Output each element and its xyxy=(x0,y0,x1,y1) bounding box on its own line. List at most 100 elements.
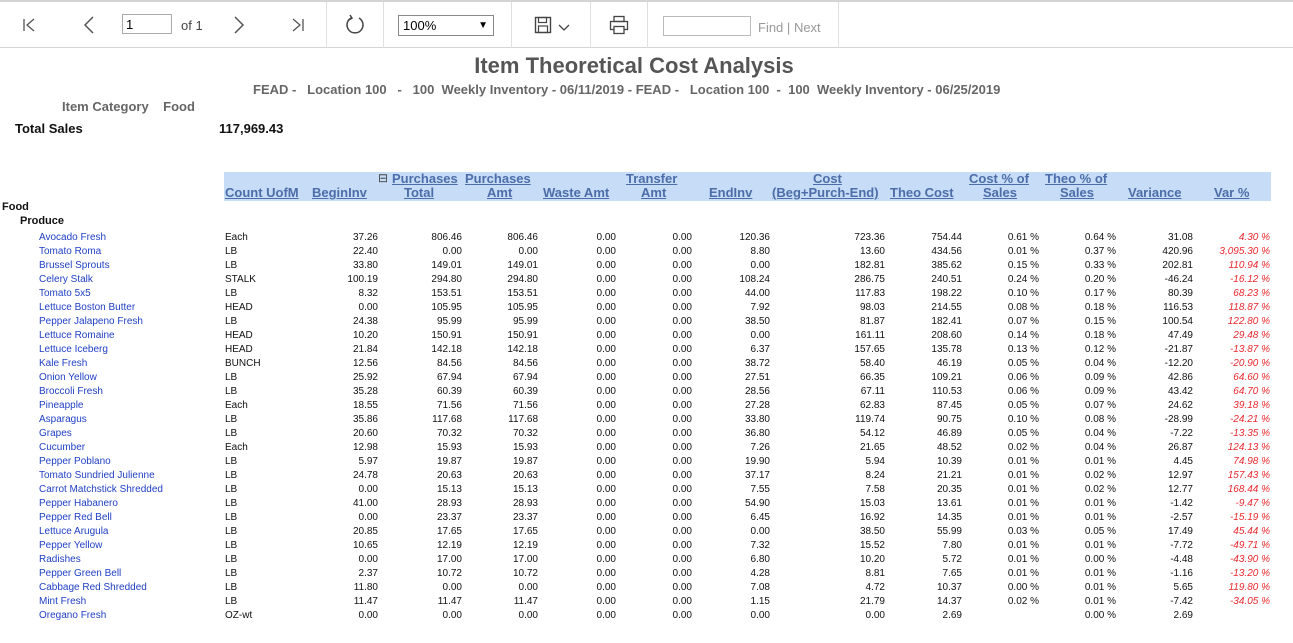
col-theo-cost[interactable]: Theo Cost xyxy=(890,185,954,200)
item-name-link[interactable]: Lettuce Iceberg xyxy=(39,344,108,355)
col-cost[interactable]: Cost xyxy=(813,171,842,186)
item-name-link[interactable]: Tomato Sundried Julienne xyxy=(39,470,155,481)
item-name-link[interactable]: Pepper Red Bell xyxy=(39,512,112,523)
cell-variance: -7.72 xyxy=(1170,540,1193,551)
collapse-toggle-icon[interactable]: ⊟ xyxy=(378,171,389,185)
col-theo-pct-sales[interactable]: Theo % of xyxy=(1045,171,1108,186)
find-link[interactable]: Find xyxy=(758,20,784,35)
cell-cost-pct: 0.24 % xyxy=(1007,274,1039,285)
cell-cost: 62.83 xyxy=(859,400,885,411)
cell-var-pct: 118.87 % xyxy=(1228,302,1270,313)
cell-cost-pct: 0.01 % xyxy=(1007,540,1039,551)
item-name-link[interactable]: Asparagus xyxy=(39,414,87,425)
col-transfer-amt-sub[interactable]: Amt xyxy=(641,185,667,200)
next-page-button[interactable] xyxy=(224,2,254,48)
item-name-link[interactable]: Pineapple xyxy=(39,400,84,411)
cell-end-inv: 6.80 xyxy=(750,554,770,565)
item-name-link[interactable]: Pepper Poblano xyxy=(39,456,111,467)
col-var-pct[interactable]: Var % xyxy=(1214,185,1250,200)
cell-cost: 119.74 xyxy=(855,414,885,425)
col-cost-pct-sales[interactable]: Cost % of xyxy=(969,171,1029,186)
item-name-link[interactable]: Grapes xyxy=(39,428,72,439)
cell-transfer-amt: 0.00 xyxy=(672,414,692,425)
prev-page-button[interactable] xyxy=(74,2,104,48)
cell-theo-pct: 0.01 % xyxy=(1084,512,1116,523)
table-row: Celery Stalk STALK 100.19 294.80 294.80 0.00 0… xyxy=(0,273,1293,287)
item-name-link[interactable]: Avocado Fresh xyxy=(39,232,107,243)
table-row: Brussel Sprouts LB 33.80 149.01 149.01 0.00 0.… xyxy=(0,259,1293,273)
item-name-link[interactable]: Cabbage Red Shredded xyxy=(39,582,147,593)
item-name-link[interactable]: Cucumber xyxy=(39,442,86,453)
next-link[interactable]: Next xyxy=(793,20,821,35)
cell-variance: 12.97 xyxy=(1167,470,1193,481)
col-purchases-amt-sub[interactable]: Amt xyxy=(487,185,513,200)
cell-var-pct: -20.90 % xyxy=(1229,358,1270,369)
item-name-link[interactable]: Celery Stalk xyxy=(39,274,93,285)
find-input[interactable] xyxy=(663,16,751,36)
item-name-link[interactable]: Mint Fresh xyxy=(39,596,87,607)
item-name-link[interactable]: Kale Fresh xyxy=(39,358,88,369)
cell-begin-inv: 20.60 xyxy=(352,428,378,439)
cell-purchases-total: 84.56 xyxy=(436,358,462,369)
item-name-link[interactable]: Lettuce Arugula xyxy=(39,526,109,537)
cell-theo-cost: 87.45 xyxy=(936,400,962,411)
col-begin-inv[interactable]: BeginInv xyxy=(312,185,367,200)
print-button[interactable] xyxy=(604,2,634,48)
col-end-inv[interactable]: EndInv xyxy=(709,185,753,200)
cell-end-inv: 0.00 xyxy=(750,260,770,271)
item-name-link[interactable]: Lettuce Boston Butter xyxy=(39,302,136,313)
cell-transfer-amt: 0.00 xyxy=(672,344,692,355)
col-count-uofm[interactable]: Count UofM xyxy=(225,185,299,200)
cell-waste-amt: 0.00 xyxy=(596,302,616,313)
cell-variance: 12.77 xyxy=(1167,484,1193,495)
cell-cost: 117.83 xyxy=(855,288,885,299)
col-transfer-amt[interactable]: Transfer xyxy=(626,171,678,186)
col-cost-pct-sales-sub[interactable]: Sales xyxy=(983,185,1017,200)
item-name-link[interactable]: Pepper Green Bell xyxy=(39,568,122,579)
first-page-button[interactable] xyxy=(14,2,44,48)
cell-purchases-amt: 28.93 xyxy=(512,498,538,509)
table-row: Pepper Jalapeno Fresh LB 24.38 95.99 95.99 0.… xyxy=(0,315,1293,329)
export-button[interactable] xyxy=(528,2,576,48)
item-name-link[interactable]: Pepper Yellow xyxy=(39,540,103,551)
next-page-icon xyxy=(234,16,245,34)
col-cost-sub[interactable]: (Beg+Purch-End) xyxy=(772,185,879,200)
cell-cost: 15.52 xyxy=(859,540,885,551)
cell-theo-cost: 90.75 xyxy=(936,414,962,425)
cell-purchases-total: 0.00 xyxy=(442,582,462,593)
item-name-link[interactable]: Broccoli Fresh xyxy=(39,386,103,397)
item-name-link[interactable]: Tomato Roma xyxy=(39,246,102,257)
cell-var-pct: 64.70 % xyxy=(1233,386,1270,397)
col-variance[interactable]: Variance xyxy=(1128,185,1182,200)
item-name-link[interactable]: Pepper Habanero xyxy=(39,498,118,509)
item-name-link[interactable]: Lettuce Romaine xyxy=(39,330,115,341)
table-row: Lettuce Boston Butter HEAD 0.00 105.95 105.9… xyxy=(0,301,1293,315)
table-row: Tomato Roma LB 22.40 0.00 0.00 0.00 0.00 8.80 13… xyxy=(0,245,1293,259)
cell-count-uofm: Each xyxy=(225,400,248,411)
cell-cost: 8.81 xyxy=(865,568,885,579)
cell-var-pct: 74.98 % xyxy=(1233,456,1270,467)
cell-purchases-total: 153.51 xyxy=(431,288,462,299)
item-name-link[interactable]: Brussel Sprouts xyxy=(39,260,110,271)
item-name-link[interactable]: Radishes xyxy=(39,554,81,565)
col-purchases-total[interactable]: Purchases xyxy=(392,171,458,186)
col-purchases-amt[interactable]: Purchases xyxy=(465,171,531,186)
col-purchases-total-sub[interactable]: Total xyxy=(404,185,435,200)
item-name-link[interactable]: Oregano Fresh xyxy=(39,610,107,621)
item-name-link[interactable]: Tomato 5x5 xyxy=(39,288,91,299)
col-theo-pct-sales-sub[interactable]: Sales xyxy=(1060,185,1094,200)
item-name-link[interactable]: Onion Yellow xyxy=(39,372,97,383)
item-name-link[interactable]: Pepper Jalapeno Fresh xyxy=(39,316,143,327)
table-row: Onion Yellow LB 25.92 67.94 67.94 0.00 0.00 27.… xyxy=(0,371,1293,385)
item-name-link[interactable]: Carrot Matchstick Shredded xyxy=(39,484,163,495)
cell-theo-pct: 0.08 % xyxy=(1084,414,1116,425)
col-waste-amt[interactable]: Waste Amt xyxy=(543,185,610,200)
cell-end-inv: 27.51 xyxy=(744,372,770,383)
cell-variance: 80.39 xyxy=(1167,288,1193,299)
zoom-select[interactable]: 100% ▼ xyxy=(398,15,494,36)
cell-cost-pct: 0.10 % xyxy=(1007,288,1039,299)
page-number-input[interactable] xyxy=(122,14,172,34)
cell-cost-pct: 0.00 % xyxy=(1007,582,1039,593)
refresh-button[interactable] xyxy=(340,2,370,48)
last-page-button[interactable] xyxy=(283,2,313,48)
